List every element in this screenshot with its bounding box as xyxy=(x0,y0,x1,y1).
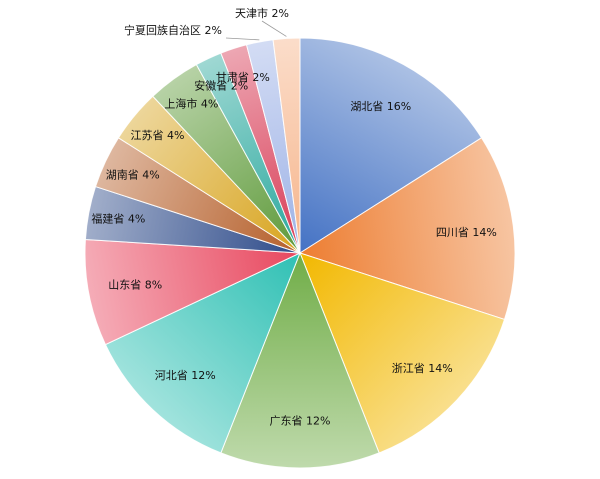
label-leader-lines xyxy=(225,20,287,41)
leader-line-13 xyxy=(261,20,287,37)
slice-label-1: 四川省 14% xyxy=(436,226,497,239)
pie-slice-0 xyxy=(299,37,483,254)
pie-slice-3 xyxy=(220,251,380,469)
slice-label-0: 湖北省 16% xyxy=(350,100,411,113)
pie-slice-2 xyxy=(299,252,506,454)
leader-line-12 xyxy=(225,37,260,41)
slice-label-5: 山东省 8% xyxy=(108,278,162,291)
slice-label-4: 河北省 12% xyxy=(155,369,216,382)
slice-label-9: 上海市 4% xyxy=(164,96,218,110)
slice-label-2: 浙江省 14% xyxy=(392,362,453,375)
pie-labels: 湖北省 16% 四川省 14% 浙江省 14% 广东省 12% 河北省 12% 山东省 8… xyxy=(91,6,496,428)
slice-label-13: 天津市 2% xyxy=(235,6,289,20)
pie-slice-4 xyxy=(104,252,301,454)
pie-slice-13 xyxy=(272,37,301,254)
pie-slice-5 xyxy=(84,238,301,346)
slice-label-12: 宁夏回族自治区 2% xyxy=(124,23,222,37)
pie-slice-1 xyxy=(298,137,516,321)
pie-slices xyxy=(84,37,516,469)
slice-label-7: 湖南省 4% xyxy=(106,168,160,181)
slice-label-6: 福建省 4% xyxy=(91,211,145,225)
slice-label-3: 广东省 12% xyxy=(270,415,331,428)
slice-label-11: 甘肃省 2% xyxy=(216,71,270,84)
slice-label-10: 安徽省 2% xyxy=(194,79,248,93)
slice-label-8: 江苏省 4% xyxy=(131,129,185,142)
